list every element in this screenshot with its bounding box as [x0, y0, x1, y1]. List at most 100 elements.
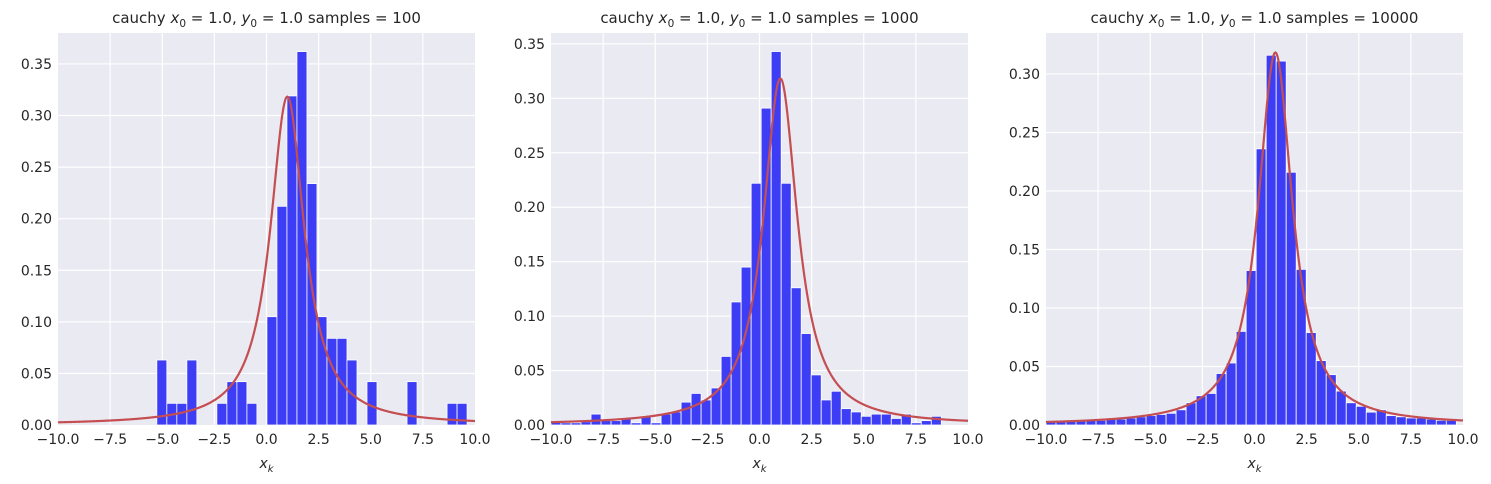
histogram-bar: [216, 402, 228, 425]
histogram-bar: [930, 415, 942, 425]
histogram-bar: [830, 390, 842, 425]
y-tick-label: 0.35: [21, 57, 52, 73]
histogram-bar: [1135, 416, 1147, 425]
x-tick-label: −2.5: [1185, 432, 1219, 448]
histogram-bar: [1235, 330, 1247, 425]
x-tick-label: 5.0: [1348, 432, 1370, 448]
histogram-bar: [800, 333, 812, 425]
subplot-2: −10.0 −7.5 −5.0 −2.5 0.0 2.5 5.0 7.5 10.0 0.00 0.0…: [514, 9, 984, 475]
cauchy-pdf-curve: [551, 77, 968, 424]
x-tick-label: −5.0: [1133, 432, 1167, 448]
x-tick-label: 7.5: [412, 432, 434, 448]
y-tick-label: 0.00: [1009, 418, 1040, 434]
histogram-bar: [610, 420, 622, 425]
histogram-bar: [650, 422, 662, 425]
x-tick-label: 2.5: [800, 432, 822, 448]
histogram-bar: [670, 411, 682, 425]
y-tick-label: 0.25: [1009, 125, 1040, 141]
x-axis-label-var: x: [751, 456, 761, 472]
histogram-bar: [1425, 418, 1437, 425]
chart-title-part: x: [169, 9, 179, 27]
histogram-bar: [910, 422, 922, 425]
x-tick-label: −2.5: [690, 432, 724, 448]
histogram-bar: [406, 381, 418, 425]
histogram-bar: [1155, 414, 1167, 425]
chart-title-part: x: [658, 9, 668, 27]
histogram-bar: [456, 402, 468, 425]
cauchy-pdf-curve: [58, 95, 475, 424]
histogram-bar: [840, 408, 852, 425]
chart-title-part: 0: [179, 18, 186, 30]
x-tick-label: −7.5: [1081, 432, 1115, 448]
chart-title: cauchy x0 = 1.0, y0 = 1.0 samples = 1000…: [1091, 9, 1419, 30]
histogram-bar: [860, 415, 872, 425]
y-tick-label: 0.15: [514, 255, 545, 271]
chart-title-part: = 1.0 samples = 100: [257, 9, 421, 27]
histogram-bar: [1385, 415, 1397, 425]
y-tick-label: 0.00: [514, 418, 545, 434]
x-tick-label: 2.5: [1295, 432, 1317, 448]
histogram-bar: [1325, 374, 1337, 425]
chart-title-part: = 1.0 samples = 1000: [745, 9, 918, 27]
histogram-bar: [1355, 405, 1367, 425]
chart-title-part: = 1.0,: [674, 9, 730, 27]
x-tick-label: −10.0: [530, 432, 573, 448]
x-tick-label: 7.5: [1400, 432, 1422, 448]
x-tick-label: 0.0: [255, 432, 277, 448]
x-axis-label-var: x: [258, 456, 268, 472]
x-tick-label: −5.0: [145, 432, 179, 448]
histogram-bar: [326, 337, 338, 425]
histogram-bar: [810, 374, 822, 425]
histogram-bar: [366, 381, 378, 425]
y-tick-label: 0.05: [21, 366, 52, 382]
x-tick-label: 0.0: [748, 432, 770, 448]
chart-title-part: = 1.0,: [1164, 9, 1220, 27]
histogram-bar: [266, 316, 278, 425]
y-tick-label: 0.00: [21, 418, 52, 434]
chart-title-part: = 1.0 samples = 10000: [1236, 9, 1419, 27]
histogram-bar: [1115, 418, 1127, 425]
y-tick-label: 0.15: [21, 263, 52, 279]
chart-title-part: 0: [1158, 18, 1165, 30]
histogram-bar: [1345, 402, 1357, 425]
histogram-bar: [1205, 393, 1217, 425]
x-tick-label: 10.0: [952, 432, 983, 448]
y-tick-label: 0.10: [21, 315, 52, 331]
x-axis-label-var: x: [1246, 456, 1256, 472]
histogram-bar: [1285, 171, 1297, 425]
histogram-bar: [1405, 417, 1417, 425]
histogram-bar: [570, 422, 582, 425]
histogram-bar: [1295, 268, 1307, 425]
histogram-bar: [690, 393, 702, 425]
histogram-bar: [720, 355, 732, 425]
histogram-bar: [770, 51, 782, 425]
y-tick-label: 0.25: [21, 160, 52, 176]
chart-title-part: x: [1148, 9, 1158, 27]
chart-title-part: cauchy: [600, 9, 658, 27]
x-tick-label: 5.0: [853, 432, 875, 448]
histogram-bar: [276, 205, 288, 425]
x-axis-label: xk: [1246, 456, 1262, 475]
histogram-bar: [1175, 409, 1187, 425]
chart-title-part: 0: [250, 18, 257, 30]
y-tick-label: 0.20: [514, 200, 545, 216]
subplot-1: −10.0 −7.5 −5.0 −2.5 0.0 2.5 5.0 7.5 10.0 0.00 0.0…: [21, 9, 491, 475]
histogram-bar: [880, 413, 892, 425]
histogram-bar: [790, 287, 802, 425]
histogram-bar: [156, 359, 168, 425]
y-tick-label: 0.20: [1009, 184, 1040, 200]
histogram-bar: [560, 422, 572, 425]
histogram-bar: [700, 399, 712, 425]
chart-title-part: 0: [1229, 18, 1236, 30]
histogram-bar: [1415, 417, 1427, 425]
y-tick-label: 0.05: [1009, 359, 1040, 375]
histogram-bar: [850, 411, 862, 425]
x-axis-label: xk: [258, 456, 274, 475]
histogram-bar: [870, 413, 882, 425]
y-tick-label: 0.20: [21, 212, 52, 228]
chart-title-part: cauchy: [112, 9, 170, 27]
histogram-bar: [900, 413, 912, 425]
chart-title-part: y: [729, 9, 740, 27]
cauchy-pdf-curve: [1046, 51, 1463, 424]
chart-title: cauchy x0 = 1.0, y0 = 1.0 samples = 1000: [600, 9, 918, 30]
